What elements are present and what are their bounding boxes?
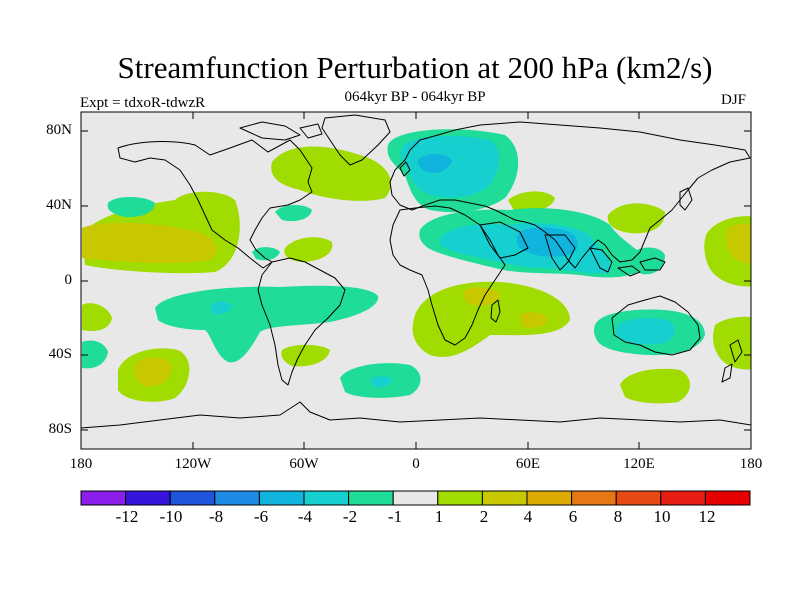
colorbar-swatch <box>348 490 394 506</box>
coastline-japan <box>679 187 693 211</box>
coastline-arabia <box>479 221 529 259</box>
colorbar-swatch <box>214 490 260 506</box>
negative-anomaly-australia-core <box>615 317 675 345</box>
colorbar-label: -2 <box>342 507 358 526</box>
coastline-arctic-islands <box>239 121 323 141</box>
colorbar-label: 2 <box>479 507 489 526</box>
y-tick-label-40s: 40S <box>48 346 72 362</box>
colorbar-swatch <box>615 490 662 506</box>
coastline-eurasia <box>389 121 751 269</box>
negative-anomaly-europe-core <box>400 135 500 198</box>
colorbar-swatch <box>125 490 171 506</box>
colorbar-swatch <box>704 490 751 506</box>
colorbar-label: 8 <box>613 507 623 526</box>
colorbar <box>80 490 751 506</box>
x-tick-label-120e: 120E <box>623 456 655 472</box>
negative-anomaly-tropical-south-america <box>155 285 379 363</box>
coastlines <box>81 114 751 429</box>
negative-anomaly-eastern-pacific <box>82 340 108 369</box>
colorbar-swatch <box>80 490 127 506</box>
experiment-label: Expt = tdxoR-tdwzR <box>80 95 206 111</box>
positive-anomaly-africa-core <box>463 287 500 306</box>
colorbar-swatch <box>169 490 216 506</box>
colorbar-swatch <box>526 490 573 506</box>
colorbar-label: 4 <box>523 507 533 526</box>
colorbar-label: 10 <box>653 507 671 526</box>
colorbar-swatch <box>660 490 706 506</box>
coastline-greenland <box>321 114 391 166</box>
positive-anomaly-new-zealand <box>713 316 751 370</box>
colorbar-label: -4 <box>297 507 313 526</box>
positive-anomaly-west-atlantic <box>284 237 333 262</box>
x-tick-label-180e: 180 <box>739 456 763 472</box>
coastline-new-zealand <box>721 339 743 383</box>
colorbar-label: -6 <box>253 507 269 526</box>
coastline-antarctica <box>81 401 751 429</box>
coastline-madagascar <box>490 299 501 323</box>
positive-anomaly-subtropical-pacific-core <box>82 222 218 264</box>
colorbar-swatch <box>258 490 305 506</box>
positive-anomaly-southern-ocean <box>620 368 690 404</box>
positive-anomaly-east-pacific <box>82 303 112 332</box>
negative-anomaly-south-atlantic-core <box>210 301 232 315</box>
colorbar-label: 1 <box>434 507 444 526</box>
positive-anomaly-south-america <box>281 344 330 367</box>
positive-anomaly-madagascar-core <box>520 312 548 328</box>
colorbar-label: -8 <box>208 507 224 526</box>
colorbar-swatch <box>571 490 617 506</box>
positive-anomaly-southern-africa <box>412 281 570 358</box>
x-tick-label-0: 0 <box>412 456 420 472</box>
colorbar-label: -12 <box>115 507 139 526</box>
colorbar-label: 6 <box>568 507 578 526</box>
x-tick-label-60e: 60E <box>515 456 541 472</box>
negative-anomaly-europe-min <box>417 154 452 173</box>
colorbar-swatch <box>437 490 483 506</box>
positive-anomaly-south-pacific-core <box>134 357 172 387</box>
coastline-north-america <box>117 139 313 269</box>
y-tick-label-80n: 80N <box>46 122 72 138</box>
coastline-africa <box>389 205 506 346</box>
colorbar-swatch <box>303 490 350 506</box>
colorbar-swatch <box>481 490 528 506</box>
colorbar-label: -10 <box>159 507 183 526</box>
negative-anomaly-southern-ocean-core <box>370 376 392 388</box>
coastline-south-america <box>257 257 346 386</box>
colorbar-swatch <box>392 490 439 506</box>
coastline-australia <box>611 295 701 356</box>
negative-anomaly-west-atlantic <box>252 247 280 261</box>
positive-anomaly-west-pacific-core <box>726 223 751 264</box>
page-title: Streamfunction Perturbation at 200 hPa (… <box>117 50 713 85</box>
coastline-india <box>544 234 576 271</box>
positive-anomaly-arabia <box>508 191 555 213</box>
x-tick-label-180w: 180 <box>69 456 93 472</box>
season-label: DJF <box>721 92 747 108</box>
x-tick-label-120w: 120W <box>174 456 212 472</box>
colorbar-label: -1 <box>387 507 403 526</box>
axis-ticks <box>80 112 752 449</box>
coastline-southeast-asia <box>589 247 666 277</box>
y-tick-label-80s: 80S <box>48 421 72 437</box>
y-tick-label-40n: 40N <box>46 197 72 213</box>
colorbar-label: 12 <box>698 507 716 526</box>
coastline-british-isles <box>399 161 411 177</box>
negative-anomaly-north-america-east <box>275 204 312 222</box>
map-subtitle: 064kyr BP - 064kyr BP <box>344 89 486 105</box>
negative-anomaly-north-pacific-west <box>107 197 155 218</box>
y-tick-label-0: 0 <box>64 272 73 288</box>
positive-anomaly-east-asia <box>607 203 665 234</box>
x-tick-label-60w: 60W <box>289 456 319 472</box>
